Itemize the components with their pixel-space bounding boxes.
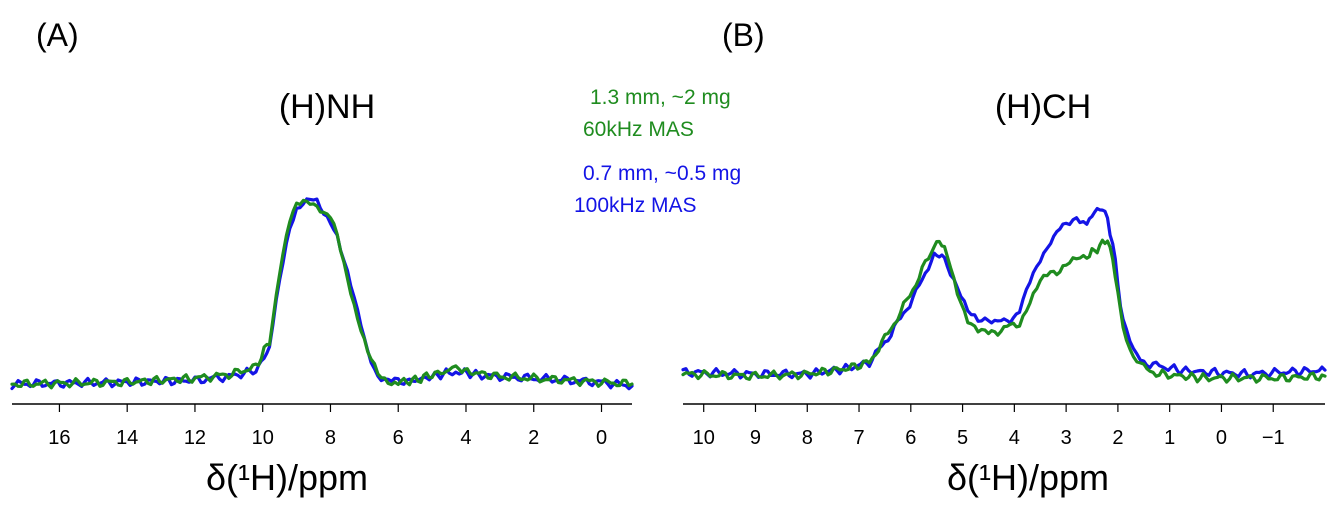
- panel-b-label: (B): [722, 17, 765, 53]
- x-tick-label: 2: [528, 427, 539, 449]
- panel-a-ticks: 16 14 12 10 8 6 4 2 0: [48, 404, 607, 449]
- x-tick-label: 6: [393, 427, 404, 449]
- panel-b-xlabel: δ(¹H)/ppm: [947, 457, 1109, 498]
- legend: 1.3 mm, ~2 mg 60kHz MAS 0.7 mm, ~0.5 mg …: [574, 86, 741, 217]
- x-tick-label: 4: [460, 427, 471, 449]
- legend-blue-line2: 100kHz MAS: [574, 194, 697, 217]
- x-tick-label: 16: [48, 427, 70, 449]
- x-tick-label: 7: [853, 427, 864, 449]
- legend-blue-line1: 0.7 mm, ~0.5 mg: [583, 162, 741, 185]
- x-tick-label: 10: [693, 427, 715, 449]
- x-tick-label: 0: [1216, 427, 1227, 449]
- x-tick-label: 5: [957, 427, 968, 449]
- series-line-blue: [681, 206, 1327, 380]
- panel-b-title: (H)CH: [995, 88, 1091, 126]
- x-tick-label: 8: [802, 427, 813, 449]
- series-line-green: [681, 238, 1327, 384]
- legend-green-line1: 1.3 mm, ~2 mg: [590, 86, 731, 109]
- legend-green-line2: 60kHz MAS: [583, 118, 694, 141]
- panel-a-title: (H)NH: [279, 88, 375, 126]
- x-tick-label: 10: [252, 427, 274, 449]
- panel-a-traces: [10, 197, 634, 391]
- panel-a-xlabel: δ(¹H)/ppm: [206, 457, 368, 498]
- x-tick-label: 4: [1009, 427, 1020, 449]
- x-tick-label: 9: [750, 427, 761, 449]
- x-tick-label: 2: [1112, 427, 1123, 449]
- x-tick-label: 1: [1164, 427, 1175, 449]
- series-line-green: [10, 198, 634, 390]
- x-tick-label: 0: [596, 427, 607, 449]
- x-tick-label: −1: [1262, 427, 1285, 449]
- x-tick-label: 12: [184, 427, 206, 449]
- x-tick-label: 3: [1061, 427, 1072, 449]
- x-tick-label: 6: [905, 427, 916, 449]
- x-tick-label: 14: [116, 427, 138, 449]
- panel-b-ticks: 10 9 8 7 6 5 4 3 2 1 0 −1: [693, 404, 1285, 449]
- x-tick-label: 8: [325, 427, 336, 449]
- panel-a-label: (A): [36, 17, 79, 53]
- series-line-blue: [10, 197, 634, 391]
- panel-b-traces: [681, 206, 1327, 384]
